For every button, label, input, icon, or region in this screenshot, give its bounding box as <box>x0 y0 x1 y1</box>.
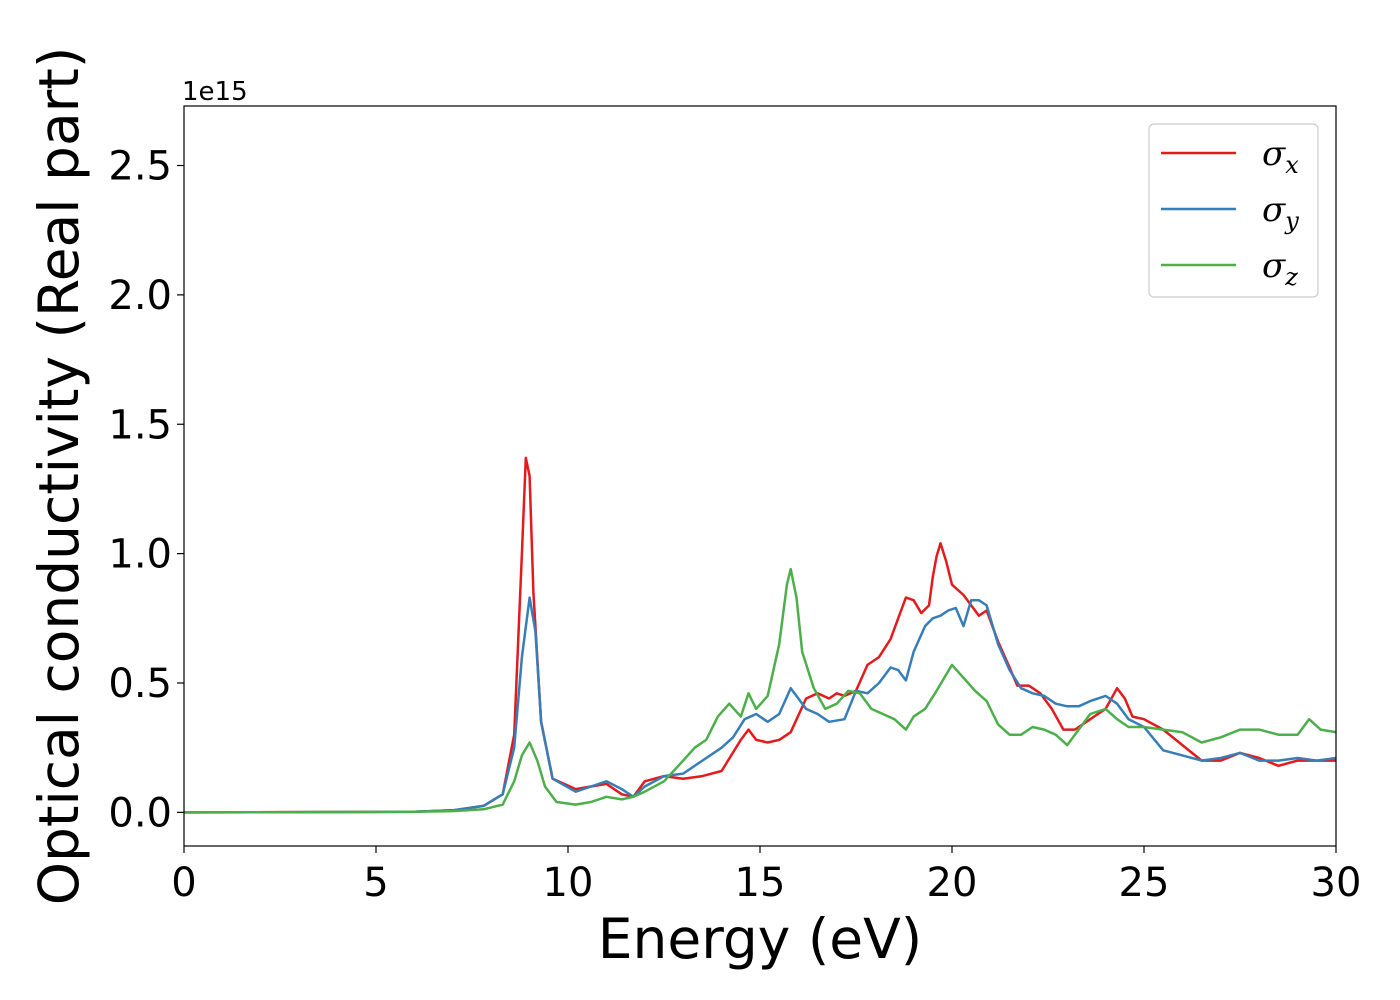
y-tick-label: 1.5 <box>108 402 172 448</box>
x-axis: 0 5 10 15 20 25 30 <box>171 846 1361 906</box>
y-tick-label: 0.0 <box>108 790 172 836</box>
legend-label-y: σy <box>1262 190 1299 235</box>
x-tick-label: 20 <box>927 860 978 906</box>
x-tick-label: 30 <box>1311 860 1362 906</box>
x-tick-label: 15 <box>735 860 786 906</box>
series-line-y <box>184 596 1336 814</box>
legend-label-z: σz <box>1262 246 1298 291</box>
x-axis-title: Energy (eV) <box>598 907 922 971</box>
series-layer <box>184 456 1336 814</box>
y-axis: 0.0 0.5 1.0 1.5 2.0 2.5 <box>108 144 184 836</box>
legend-box <box>1148 123 1319 298</box>
y-tick-label: 0.5 <box>108 661 172 707</box>
legend-label-x: σx <box>1262 134 1299 179</box>
series-line-z <box>184 567 1336 814</box>
y-axis-title: Optical conductivity (Real part) <box>27 47 91 906</box>
y-tick-label: 2.0 <box>108 273 172 319</box>
y-offset-label: 1e15 <box>182 77 248 107</box>
x-tick-label: 5 <box>363 860 388 906</box>
y-tick-label: 1.0 <box>108 532 172 578</box>
legend: σx σy σz <box>1148 123 1319 298</box>
x-tick-label: 25 <box>1119 860 1170 906</box>
x-tick-label: 0 <box>171 860 196 906</box>
y-tick-label: 2.5 <box>108 144 172 190</box>
x-tick-label: 10 <box>543 860 594 906</box>
